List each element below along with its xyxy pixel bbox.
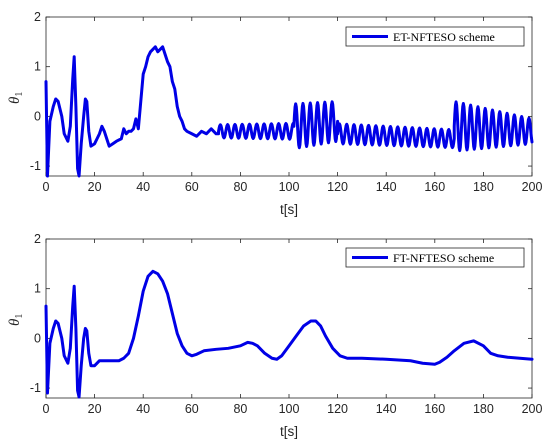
top-plot-x-tick-label: 140 (376, 180, 397, 194)
top-plot-legend: ET-NFTESO scheme (345, 26, 525, 47)
bottom-plot-x-axis-label: t[s] (280, 424, 298, 439)
top-plot-x-tick-label: 180 (473, 180, 494, 194)
bottom-plot-x-tick-label: 60 (185, 402, 199, 416)
bottom-plot-y-tick-label: -1 (30, 381, 41, 395)
top-plot-y-tick-label: 1 (34, 60, 41, 74)
top-plot-x-tick-label: 20 (88, 180, 102, 194)
top-plot-x-tick-label: 120 (327, 180, 348, 194)
top-plot-legend-box (345, 26, 525, 47)
top-plot-x-tick-label: 80 (233, 180, 247, 194)
bottom-plot-legend-box (345, 247, 525, 268)
top-plot-x-tick-label: 0 (43, 180, 50, 194)
bottom-plot-x-tick-label: 100 (279, 402, 300, 416)
top-plot-x-tick-label: 100 (279, 180, 300, 194)
top-plot-y-axis-label: θ1 (7, 92, 25, 104)
bottom-plot-legend: FT-NFTESO scheme (345, 247, 525, 268)
top-plot-x-axis-label: t[s] (280, 202, 298, 217)
bottom-plot-y-tick-label: 1 (34, 282, 41, 296)
bottom-plot-x-tick-label: 200 (522, 402, 543, 416)
top-plot-y-tick-label: 0 (34, 109, 41, 123)
bottom-plot-x-tick-label: 80 (233, 402, 247, 416)
bottom-plot-x-tick-label: 160 (424, 402, 445, 416)
top-plot-y-tick-label: 2 (34, 10, 41, 24)
bottom-plot-series-line (44, 269, 534, 399)
bottom-plot-x-tick-label: 40 (136, 402, 150, 416)
bottom-plot-y-tick-label: 0 (34, 331, 41, 345)
bottom-plot-x-tick-label: 20 (88, 402, 102, 416)
top-plot-legend-label: ET-NFTESO scheme (393, 30, 495, 44)
top-plot-x-tick-label: 60 (185, 180, 199, 194)
bottom-plot-x-tick-label: 0 (43, 402, 50, 416)
bottom-plot-x-tick-label: 140 (376, 402, 397, 416)
top-plot-x-tick-label: 40 (136, 180, 150, 194)
bottom-plot-y-tick-label: 2 (34, 232, 41, 246)
top-plot-series-line (44, 45, 534, 178)
top-plot-y-tick-label: -1 (30, 159, 41, 173)
bottom-plot-legend-label: FT-NFTESO scheme (393, 251, 494, 265)
bottom-plot-x-tick-label: 120 (327, 402, 348, 416)
bottom-plot-x-tick-label: 180 (473, 402, 494, 416)
bottom-plot-y-axis-label: θ1 (7, 314, 25, 326)
top-plot-x-tick-label: 160 (424, 180, 445, 194)
top-plot-x-tick-label: 200 (522, 180, 543, 194)
